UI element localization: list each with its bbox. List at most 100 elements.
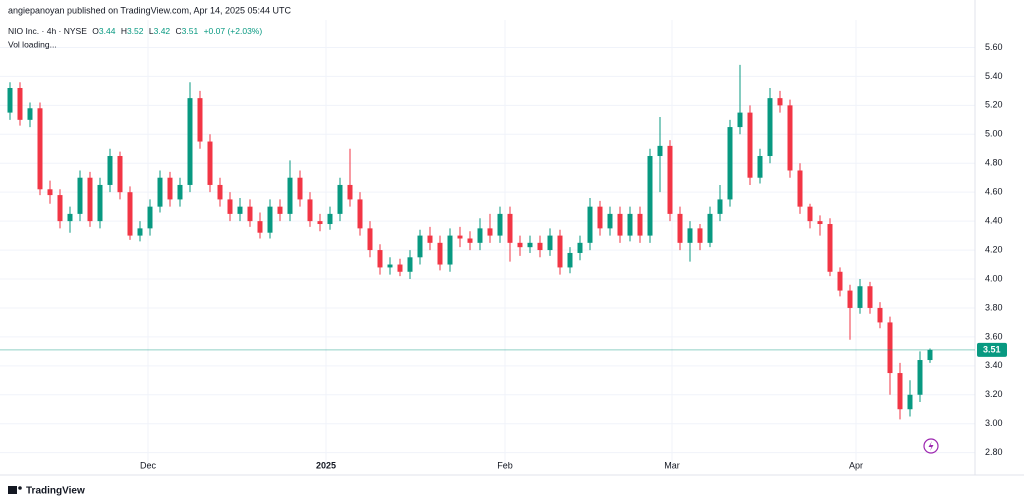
candle-body xyxy=(347,184,353,200)
candle-body xyxy=(497,213,503,236)
candle-body xyxy=(507,213,513,243)
high-value: 3.52 xyxy=(127,26,144,36)
candle-body xyxy=(717,199,723,214)
candle-body xyxy=(417,235,423,258)
candle-body xyxy=(757,156,763,178)
candle-body xyxy=(467,238,473,243)
candle-body xyxy=(677,213,683,243)
candle-body xyxy=(427,235,433,243)
candle-body xyxy=(707,213,713,243)
candle-body xyxy=(137,228,143,236)
candle-body xyxy=(907,394,913,410)
candle-body xyxy=(667,145,673,214)
candle-body xyxy=(627,213,633,236)
candle-body xyxy=(17,88,23,120)
alert-bolt[interactable] xyxy=(928,441,934,451)
y-tick-label: 3.00 xyxy=(985,418,1003,428)
x-tick-label: Feb xyxy=(497,460,513,470)
candle-body xyxy=(817,221,823,225)
close-prefix: C xyxy=(176,26,182,36)
x-tick-label: 2025 xyxy=(316,460,336,470)
candle-body xyxy=(457,235,463,239)
candle-body xyxy=(447,235,453,265)
high-prefix: H xyxy=(121,26,127,36)
symbol: NIO Inc. · 4h · NYSE xyxy=(8,26,87,36)
candle-body xyxy=(207,141,213,185)
logo-dot xyxy=(18,486,22,490)
candle-body xyxy=(607,213,613,229)
candle-body xyxy=(67,213,73,222)
y-tick-label: 3.40 xyxy=(985,360,1003,370)
y-tick-label: 4.80 xyxy=(985,158,1003,168)
candle-body xyxy=(887,322,893,374)
candle-body xyxy=(637,213,643,236)
candle-body xyxy=(217,184,223,200)
candle-body xyxy=(27,108,33,120)
candle-body xyxy=(647,156,653,236)
candle-body xyxy=(367,228,373,251)
candle-body xyxy=(897,373,903,410)
candle-body xyxy=(317,221,323,225)
candle-body xyxy=(227,199,233,214)
candle-body xyxy=(557,235,563,268)
x-tick-label: Mar xyxy=(664,460,680,470)
candle-body xyxy=(327,213,333,225)
candle-body xyxy=(47,189,53,196)
candle-body xyxy=(307,199,313,222)
close-value: 3.51 xyxy=(182,26,199,36)
candle-body xyxy=(567,252,573,268)
candle-body xyxy=(407,257,413,272)
alert-icon[interactable] xyxy=(923,438,939,454)
candle-body xyxy=(37,108,43,190)
y-tick-label: 3.20 xyxy=(985,389,1003,399)
candle-body xyxy=(87,177,93,222)
candle-body xyxy=(57,195,63,222)
y-tick-label: 3.80 xyxy=(985,302,1003,312)
y-tick-label: 5.00 xyxy=(985,129,1003,139)
candle-body xyxy=(7,88,13,113)
candle-body xyxy=(397,264,403,272)
candle-body xyxy=(777,98,783,106)
candle-body xyxy=(147,206,153,229)
candle-body xyxy=(487,228,493,236)
y-tick-label: 5.20 xyxy=(985,100,1003,110)
candle-body xyxy=(917,360,923,395)
logo: TradingView xyxy=(8,486,85,497)
candle-body xyxy=(577,242,583,253)
candle-body xyxy=(437,242,443,265)
candle-body xyxy=(257,221,263,233)
logo-mark xyxy=(8,486,17,494)
candle-body xyxy=(297,177,303,200)
candle-body xyxy=(177,184,183,200)
candle-body xyxy=(837,271,843,291)
candle-body xyxy=(857,286,863,308)
candle-body xyxy=(77,177,83,214)
candle-body xyxy=(597,206,603,229)
open-value: 3.44 xyxy=(99,26,116,36)
low-prefix: L xyxy=(149,26,154,36)
y-tick-label: 4.60 xyxy=(985,187,1003,197)
candle-body xyxy=(357,199,363,229)
candle-body xyxy=(697,228,703,243)
candle-body xyxy=(527,242,533,248)
candle-body xyxy=(377,250,383,268)
low-value: 3.42 xyxy=(154,26,171,36)
candle-body xyxy=(287,177,293,214)
y-tick-label: 4.20 xyxy=(985,244,1003,254)
candle-body xyxy=(927,349,933,361)
y-tick-label: 4.40 xyxy=(985,216,1003,226)
candle-body xyxy=(537,242,543,251)
price-label: 3.51 xyxy=(983,344,1001,354)
candle-body xyxy=(337,184,343,214)
candle-body xyxy=(657,145,663,157)
alert-circle[interactable] xyxy=(923,438,939,454)
candle-body xyxy=(167,177,173,200)
candle-body xyxy=(197,98,203,142)
legend-line: NIO Inc. · 4h · NYSE O3.44 H3.52 L3.42 C… xyxy=(8,26,262,36)
y-tick-label: 4.00 xyxy=(985,273,1003,283)
candle-body xyxy=(477,228,483,243)
candle-body xyxy=(387,264,393,268)
